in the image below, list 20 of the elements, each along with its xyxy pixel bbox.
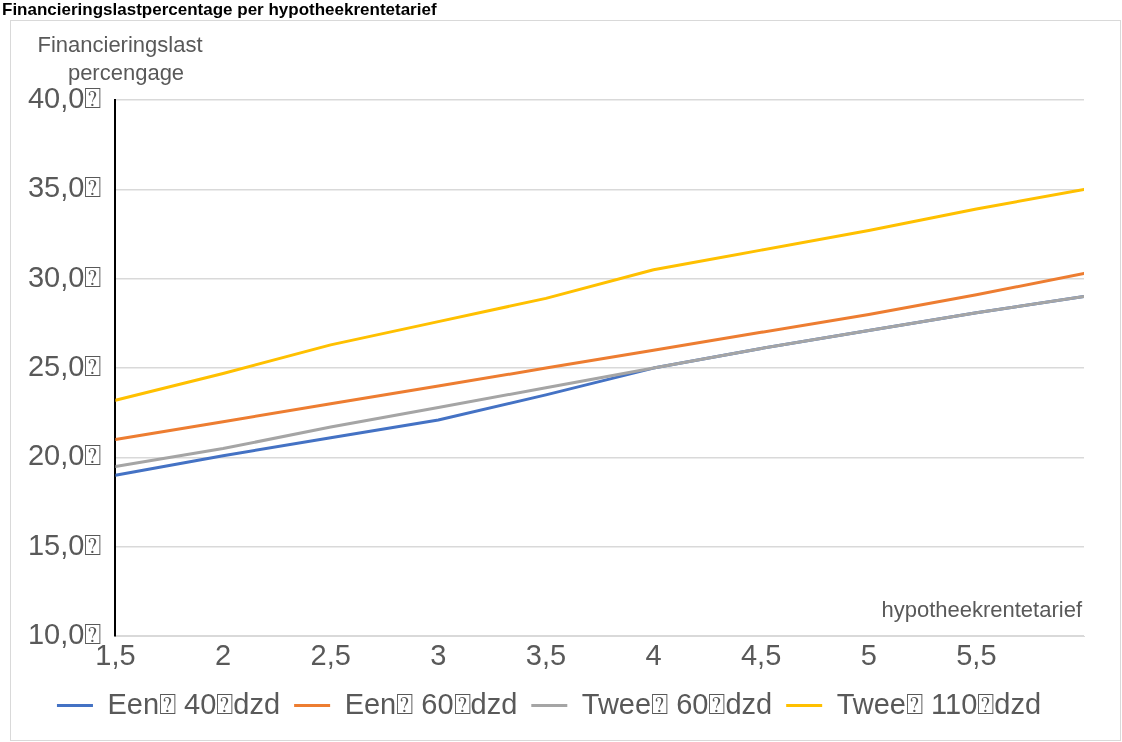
x-tick-label: 3,5 (525, 638, 567, 671)
x-tick-label: 4 (645, 638, 662, 671)
x-tick-label: 5 (860, 638, 877, 671)
chart-title: Financieringslastpercentage per hypotheekrentetarief (2, 0, 437, 20)
x-tick-label: 2 (214, 638, 232, 671)
x-tick-label: 5,5 (956, 638, 997, 671)
x-tick-label: 4,5 (740, 638, 782, 671)
x-axis-title: hypotheekrentetarief (881, 597, 1083, 623)
legend-label: Twee⍰ 110⍰dzd (836, 687, 1042, 720)
y-tick-label: 15,0⍰ (27, 528, 102, 561)
x-tick-label: 3 (430, 638, 447, 671)
legend-label: Een⍰ 40⍰dzd (107, 687, 281, 720)
legend-label: Twee⍰ 60⍰dzd (581, 687, 773, 720)
x-tick-label: 2,5 (310, 638, 351, 671)
y-tick-label: 20,0⍰ (27, 439, 102, 472)
y-tick-label: 30,0⍰ (27, 260, 102, 293)
y-axis-title: Financieringslast percengage (37, 32, 203, 86)
legend-label: Een⍰ 60⍰dzd (344, 687, 518, 720)
y-tick-label: 35,0⍰ (27, 171, 102, 204)
y-tick-label: 25,0⍰ (27, 350, 102, 383)
